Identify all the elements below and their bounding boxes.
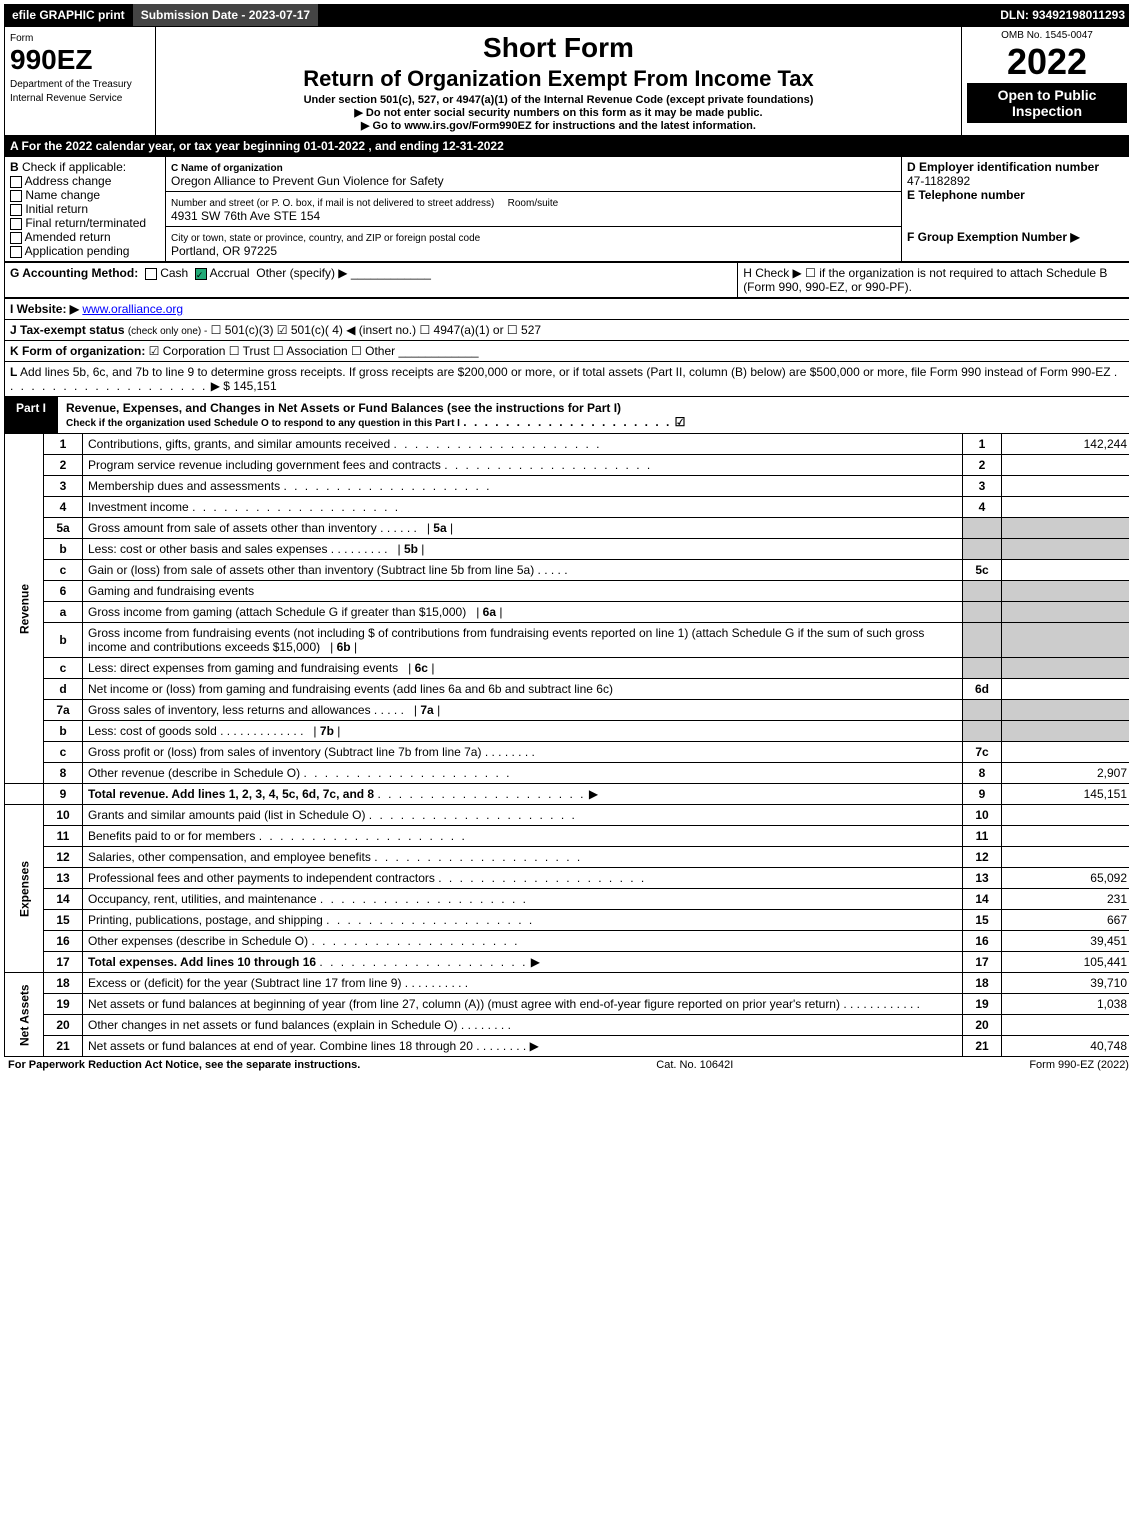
note-ssn: ▶ Do not enter social security numbers o… [161, 106, 956, 119]
ijkl-table: I Website: ▶ www.oralliance.org J Tax-ex… [4, 298, 1129, 397]
irs: Internal Revenue Service [10, 93, 122, 104]
submission-date: Submission Date - 2023-07-17 [133, 4, 318, 26]
part1-header: Part I Revenue, Expenses, and Changes in… [4, 397, 1129, 433]
section-c-city: City or town, state or province, country… [166, 227, 902, 262]
footer-right: Form 990-EZ (2022) [1029, 1059, 1129, 1071]
section-k: K Form of organization: ☑ Corporation ☐ … [5, 341, 1129, 362]
section-l: L Add lines 5b, 6c, and 7b to line 9 to … [5, 362, 1129, 397]
dept: Department of the Treasury [10, 79, 132, 90]
tax-year: 2022 [967, 41, 1127, 83]
section-i: I Website: ▶ www.oralliance.org [5, 299, 1129, 320]
part1-label: Part I [4, 397, 58, 433]
title-table: Form 990EZ Department of the Treasury In… [4, 26, 1129, 136]
form-number: 990EZ [10, 44, 93, 75]
website-link[interactable]: www.oralliance.org [82, 302, 183, 316]
gh-table: G Accounting Method: Cash Accrual Other … [4, 262, 1129, 298]
section-b: B Check if applicable: Address change Na… [5, 157, 166, 262]
part1-title: Revenue, Expenses, and Changes in Net As… [58, 397, 1129, 433]
open-public: Open to Public Inspection [967, 83, 1127, 123]
lines-table: Revenue 1Contributions, gifts, grants, a… [4, 433, 1129, 1057]
footer-left: For Paperwork Reduction Act Notice, see … [8, 1059, 360, 1071]
footer-mid: Cat. No. 10642I [656, 1059, 733, 1071]
section-j: J Tax-exempt status (check only one) - ☐… [5, 320, 1129, 341]
header-bar: efile GRAPHIC print Submission Date - 20… [4, 4, 1129, 26]
omb: OMB No. 1545-0047 [967, 30, 1127, 41]
dln: DLN: 93492198011293 [992, 4, 1129, 26]
netassets-vlabel: Net Assets [5, 973, 44, 1057]
note-link: ▶ Go to www.irs.gov/Form990EZ for instru… [161, 119, 956, 132]
revenue-vlabel: Revenue [5, 434, 44, 784]
section-a: A For the 2022 calendar year, or tax yea… [4, 136, 1129, 156]
expenses-vlabel: Expenses [5, 805, 44, 973]
title-short-form: Short Form [161, 32, 956, 64]
subtitle: Under section 501(c), 527, or 4947(a)(1)… [161, 94, 956, 106]
section-h: H Check ▶ ☐ if the organization is not r… [738, 263, 1129, 298]
efile-label[interactable]: efile GRAPHIC print [4, 4, 133, 26]
title-return: Return of Organization Exempt From Incom… [161, 66, 956, 92]
form-label: Form [10, 33, 33, 44]
section-g: G Accounting Method: Cash Accrual Other … [5, 263, 738, 298]
org-info-table: B Check if applicable: Address change Na… [4, 156, 1129, 262]
section-c-street: Number and street (or P. O. box, if mail… [166, 192, 902, 227]
section-c-name: C Name of organization Oregon Alliance t… [166, 157, 902, 192]
footer: For Paperwork Reduction Act Notice, see … [4, 1057, 1129, 1073]
section-def: D Employer identification number 47-1182… [902, 157, 1129, 262]
